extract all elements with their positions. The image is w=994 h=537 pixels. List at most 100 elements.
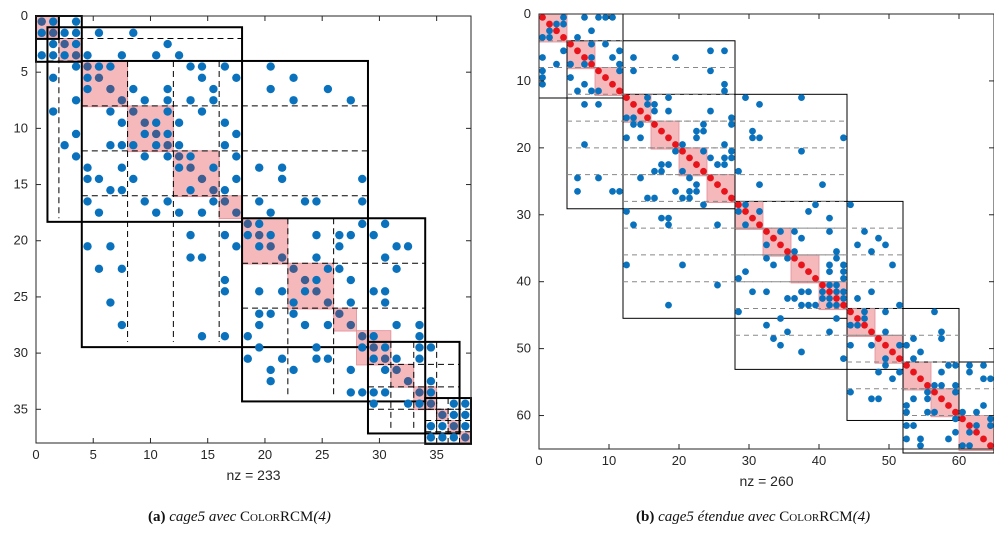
nonzero-256 [889, 375, 896, 383]
nonzero-21 [686, 154, 693, 162]
nonzero-172 [289, 309, 298, 318]
nonzero-32 [763, 228, 770, 235]
nonzero-122 [651, 167, 658, 175]
nonzero-284 [952, 361, 959, 369]
nonzero-203 [763, 254, 770, 262]
nonzero-242 [861, 228, 868, 235]
nonzero-7 [588, 60, 595, 68]
nonzero-117 [630, 114, 637, 122]
nonzero-162 [721, 161, 728, 168]
nonzero-8 [129, 107, 138, 116]
nonzero-183 [346, 365, 356, 375]
nonzero-150 [700, 147, 707, 155]
nonzero-141 [721, 154, 728, 162]
nonzero-199 [380, 287, 390, 296]
nonzero-228 [833, 288, 840, 296]
nonzero-70 [346, 96, 356, 105]
nonzero-140 [679, 141, 686, 148]
nonzero-84 [574, 87, 581, 95]
nonzero-38 [71, 17, 81, 26]
nonzero-233 [882, 308, 889, 316]
nonzero-258 [896, 301, 903, 309]
nonzero-110 [630, 54, 637, 61]
nonzero-103 [721, 87, 728, 95]
nonzero-244 [861, 308, 868, 316]
nonzero-1 [546, 20, 553, 28]
nonzero-57 [83, 73, 92, 83]
nonzero-181 [714, 221, 721, 229]
nonzero-74 [553, 60, 560, 68]
nonzero-208 [426, 388, 436, 397]
nonzero-113 [209, 163, 218, 172]
caption-a-label: (a) [148, 509, 166, 525]
nonzero-95 [630, 67, 637, 75]
nonzero-286 [952, 428, 959, 436]
nonzero-82 [174, 118, 184, 127]
nonzero-20 [679, 147, 686, 155]
nonzero-72 [546, 27, 553, 35]
xtick-label-3: 30 [742, 453, 756, 468]
nonzero-60 [289, 73, 298, 83]
dashed-separators-b [539, 40, 994, 417]
nonzero-215 [735, 274, 742, 282]
nonzero-76 [163, 107, 172, 116]
nonzero-138 [679, 261, 686, 269]
nonzero-245 [882, 328, 889, 336]
nonzero-75 [574, 34, 581, 41]
nonzero-104 [616, 187, 623, 195]
nonzero-288 [959, 408, 966, 416]
nonzero-219 [833, 281, 840, 289]
nonzero-161 [312, 197, 321, 206]
nonzeros-a [37, 17, 470, 442]
nonzero-124 [651, 107, 658, 115]
nonzero-65 [106, 62, 115, 71]
nonzero-69 [106, 185, 115, 195]
panel-b: 0 10 20 30 40 50 60 0 10 20 30 40 50 60 nz = 260 [517, 6, 994, 489]
nonzero-112 [186, 185, 195, 195]
caption-a-algo: ColorRCM [240, 509, 314, 525]
nonzero-35 [438, 410, 447, 420]
nonzero-114 [637, 174, 644, 182]
nonzero-0 [539, 13, 546, 21]
nonzero-143 [266, 376, 275, 386]
caption-b-algo: ColorRCM [779, 509, 853, 525]
nonzero-184 [756, 100, 763, 108]
nonzero-196 [415, 354, 424, 363]
nonzero-113 [707, 107, 714, 115]
nonzero-135 [255, 242, 264, 251]
nonzero-293 [903, 422, 910, 429]
nonzero-254 [889, 261, 896, 269]
nonzero-18 [665, 134, 672, 142]
nonzero-205 [840, 261, 847, 269]
nonzero-31 [756, 221, 763, 229]
nonzero-22 [289, 264, 298, 274]
outer-blocks-b [538, 13, 994, 454]
nonzero-220 [819, 295, 826, 302]
nonzero-196 [777, 341, 784, 349]
nonzero-211 [742, 268, 749, 276]
nonzero-54 [917, 375, 924, 383]
nonzero-26 [335, 309, 344, 318]
nonzero-136 [186, 230, 195, 240]
nonzero-100 [83, 163, 92, 172]
nonzero-207 [826, 261, 833, 269]
nonzero-187 [358, 197, 367, 206]
nonzero-126 [266, 208, 275, 217]
nonzero-280 [938, 335, 945, 342]
nonzero-273 [952, 388, 959, 396]
nonzero-218 [819, 288, 826, 296]
nonzero-27 [728, 194, 735, 202]
nonzero-163 [574, 187, 581, 195]
nonzero-166 [728, 121, 735, 128]
nonzero-115 [209, 96, 218, 105]
nonzero-101 [186, 62, 195, 71]
nonzero-223 [840, 288, 847, 296]
nonzero-151 [735, 167, 742, 175]
nonzero-277 [868, 395, 875, 403]
nonzero-17 [232, 208, 241, 217]
nonzero-261 [882, 361, 889, 369]
nonzero-137 [798, 147, 805, 155]
nonzero-159 [300, 320, 310, 330]
nonzero-206 [798, 301, 805, 309]
nonzero-283 [903, 408, 910, 416]
